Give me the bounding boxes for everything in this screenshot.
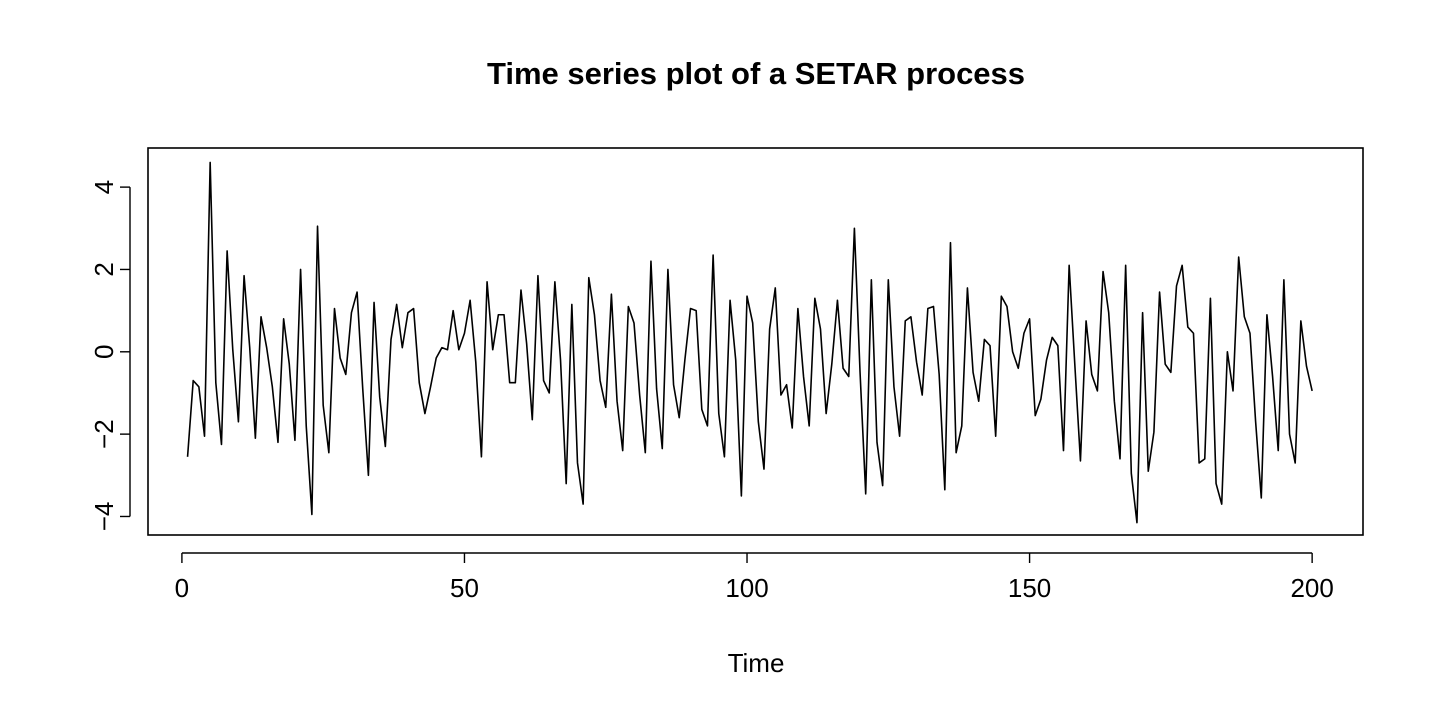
- y-tick-label: −4: [89, 502, 119, 532]
- x-axis-label: Time: [728, 648, 785, 678]
- x-tick-label: 200: [1290, 573, 1333, 603]
- y-tick-label: 2: [89, 262, 119, 276]
- plot-frame: [147, 147, 1364, 536]
- x-axis: 0 50 100 150 200: [175, 552, 1334, 603]
- y-axis: −4 −2 0 2 4: [89, 180, 131, 532]
- y-tick-label: −2: [89, 419, 119, 449]
- x-tick-label: 100: [725, 573, 768, 603]
- y-tick-label: 4: [89, 180, 119, 194]
- y-tick-label: 0: [89, 345, 119, 359]
- x-tick-label: 0: [175, 573, 189, 603]
- series-line: [186, 161, 1313, 524]
- x-tick-label: 50: [450, 573, 479, 603]
- chart-title: Time series plot of a SETAR process: [487, 56, 1025, 91]
- x-tick-label: 150: [1008, 573, 1051, 603]
